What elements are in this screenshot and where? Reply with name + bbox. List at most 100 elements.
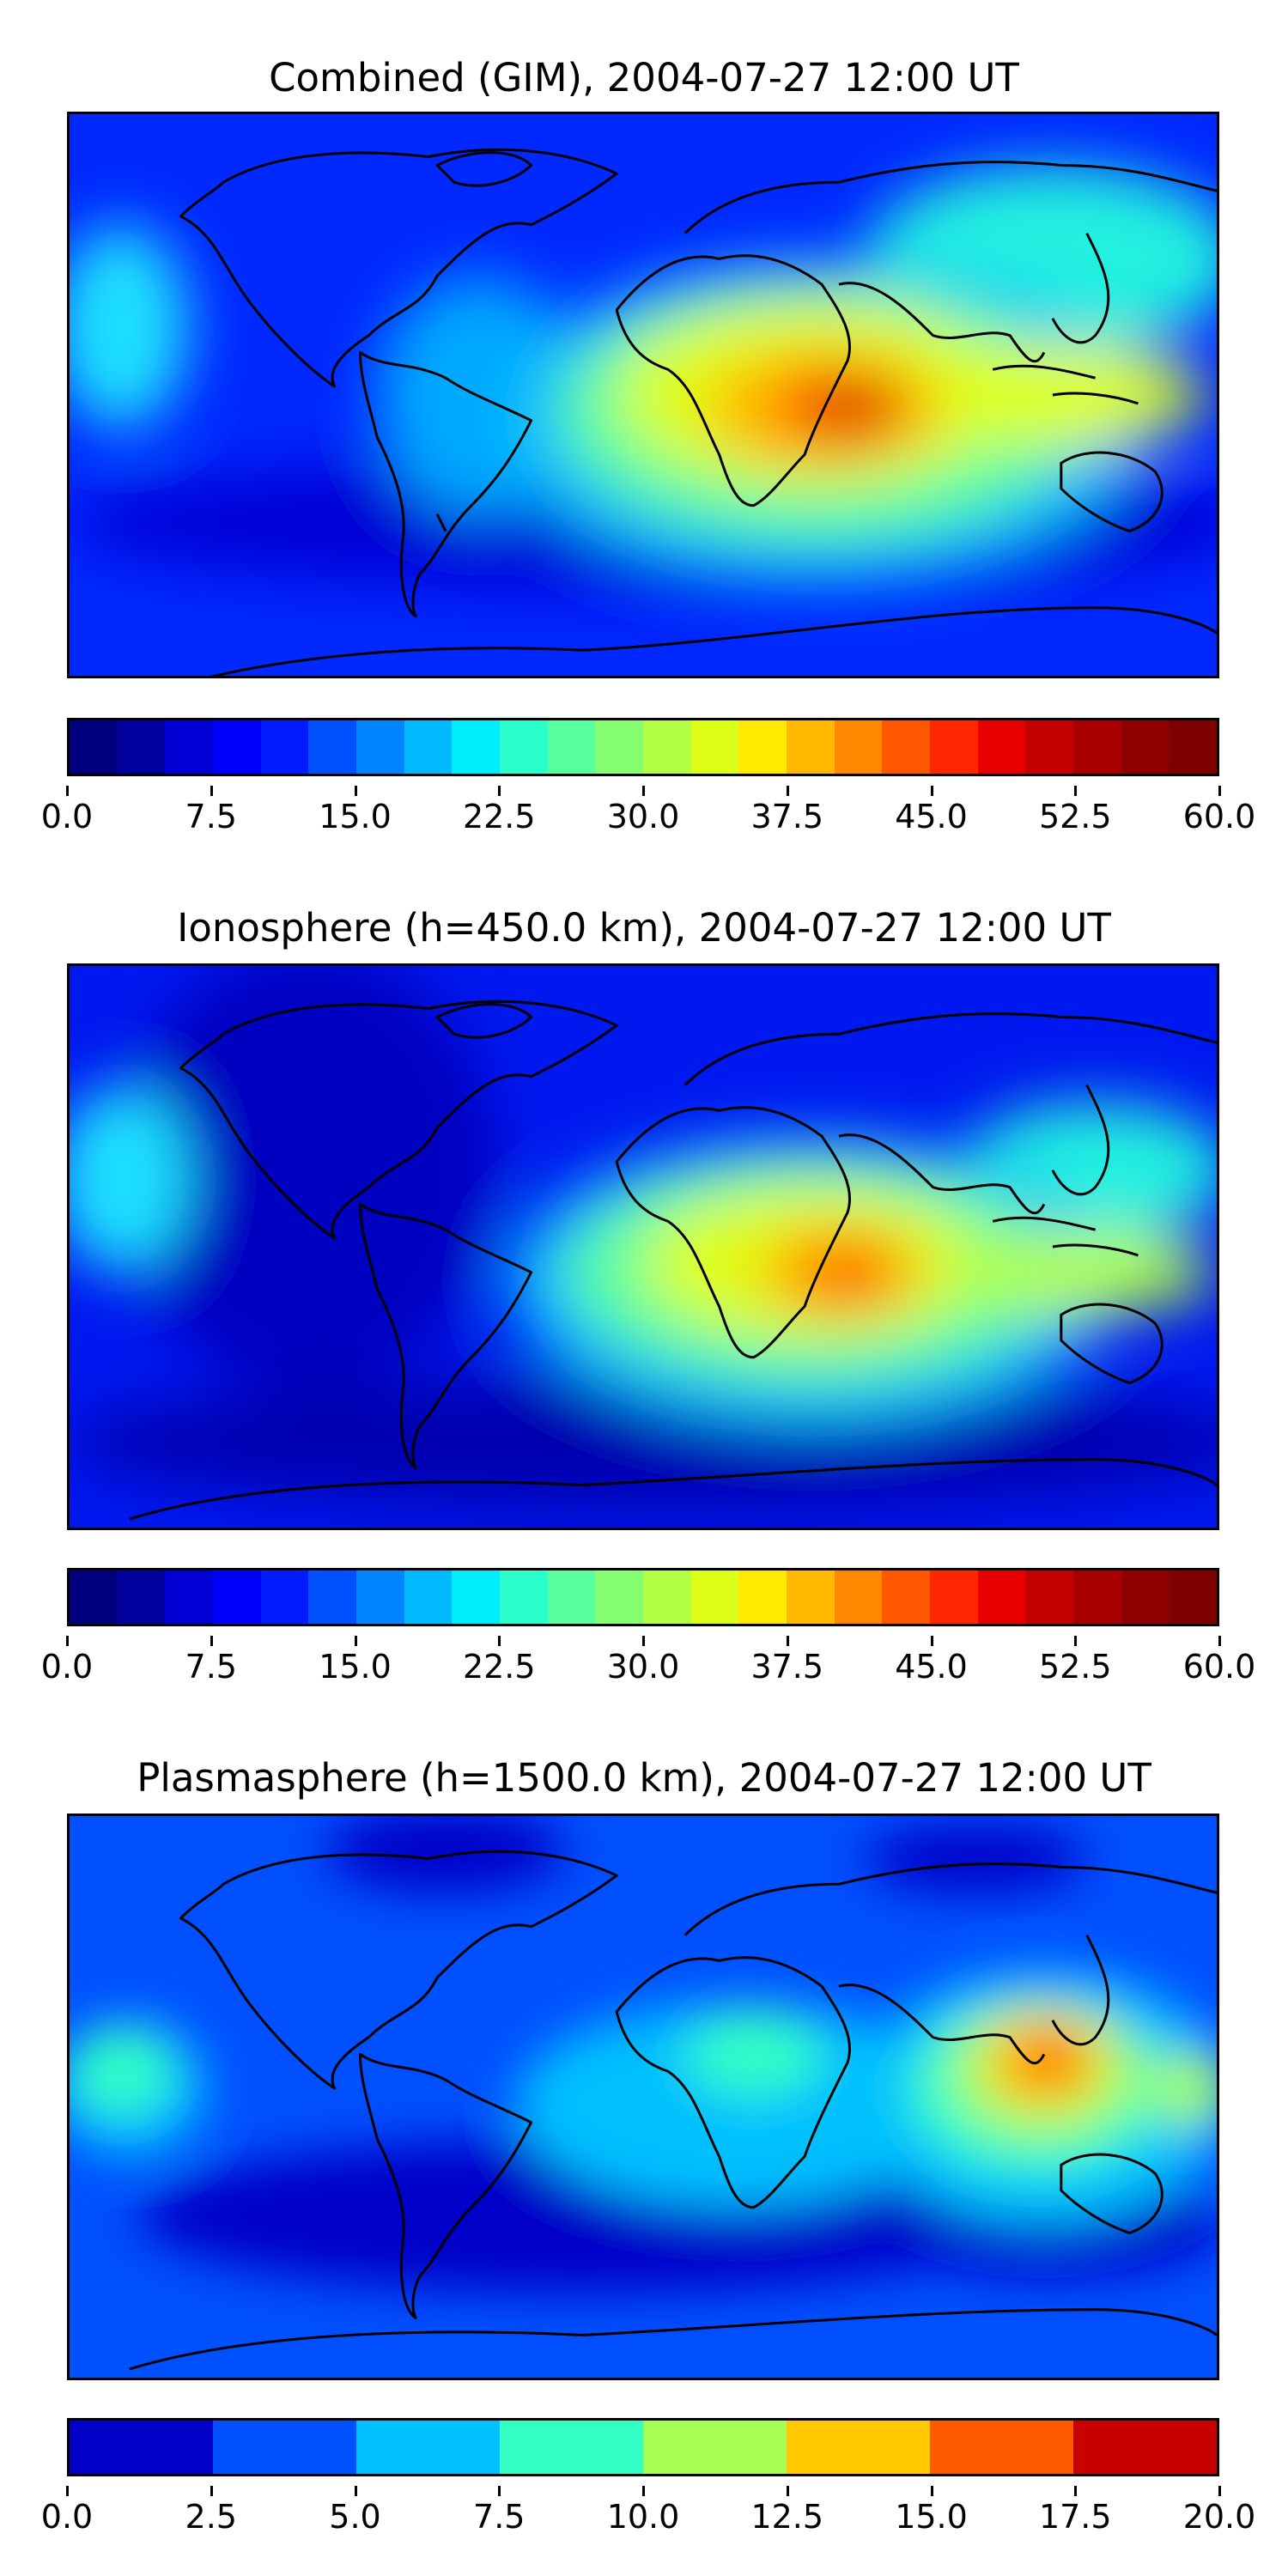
colorbar-segment (213, 1571, 261, 1624)
colorbar-segment (882, 1571, 931, 1624)
colorbar-segment (1169, 720, 1218, 774)
colorbar-segment (500, 2421, 643, 2474)
colorbar-tick-label: 52.5 (1015, 786, 1135, 836)
colorbar (67, 2418, 1219, 2476)
colorbar-tick-label: 22.5 (439, 1636, 559, 1686)
colorbar-segment (1025, 720, 1074, 774)
colorbar-tick-label: 30.0 (583, 786, 703, 836)
colorbar-segment (834, 720, 883, 774)
colorbar-segment (404, 1571, 453, 1624)
colorbar-segment (356, 720, 404, 774)
colorbar-tick-label: 22.5 (439, 786, 559, 836)
colorbar-tick-label: 12.5 (727, 2486, 848, 2537)
colorbar-segment (977, 720, 1026, 774)
colorbar-segment (1073, 720, 1121, 774)
colorbar-tick-label: 45.0 (872, 1636, 992, 1686)
colorbar-segment (643, 1571, 691, 1624)
colorbar-segment (356, 2421, 500, 2474)
colorbar-segment (452, 1571, 501, 1624)
coastlines (129, 1850, 1217, 2371)
colorbar-segment (1073, 1571, 1121, 1624)
colorbar-tick-label: 60.0 (1159, 786, 1279, 836)
colorbar-segment (787, 1571, 835, 1624)
colorbar-segment (930, 2421, 1073, 2474)
coastlines (179, 148, 1217, 676)
colorbar-segment (213, 2421, 356, 2474)
colorbar-segment (738, 720, 787, 774)
colorbar-segment (547, 720, 596, 774)
colorbar-tick-label: 15.0 (295, 786, 416, 836)
colorbar-segment (308, 720, 357, 774)
colorbar-segment (1121, 720, 1170, 774)
colorbar-segment (595, 720, 644, 774)
colorbar-segment (1073, 2421, 1217, 2474)
tec-map-graphic (70, 114, 1217, 676)
colorbar-ticks: 0.0 7.5 15.0 22.5 30.0 37.5 45.0 52.5 60.0 (41, 786, 1255, 848)
colorbar-tick-label: 0.0 (7, 786, 127, 836)
colorbar-segment (500, 720, 548, 774)
colorbar-segment (977, 1571, 1026, 1624)
tec-map-graphic (70, 966, 1217, 1528)
colorbar-segment (547, 1571, 596, 1624)
colorbar-tick-label: 0.0 (7, 2486, 127, 2537)
tec-map (67, 1814, 1219, 2380)
colorbar-ticks: 0.0 7.5 15.0 22.5 30.0 37.5 45.0 52.5 60.0 (41, 1636, 1255, 1698)
colorbar-segment (643, 2421, 787, 2474)
colorbar-segment (260, 1571, 309, 1624)
colorbar-segment (165, 720, 214, 774)
colorbar-tick-label: 37.5 (727, 1636, 848, 1686)
colorbar (67, 718, 1219, 776)
colorbar-tick-label: 30.0 (583, 1636, 703, 1686)
colorbar-segment (690, 1571, 739, 1624)
colorbar-segment (117, 720, 166, 774)
colorbar-segment (452, 720, 501, 774)
colorbar-segment (260, 720, 309, 774)
tec-map (67, 963, 1219, 1530)
colorbar-segment (738, 1571, 787, 1624)
colorbar-segment (356, 1571, 404, 1624)
colorbar-segment (930, 720, 978, 774)
colorbar-segment (117, 1571, 166, 1624)
colorbar-tick-label: 7.5 (151, 786, 271, 836)
colorbar-tick-label: 7.5 (151, 1636, 271, 1686)
colorbar-ticks: 0.0 2.5 5.0 7.5 10.0 12.5 15.0 17.5 20.0 (41, 2486, 1255, 2549)
colorbar-segment (643, 720, 691, 774)
colorbar-segment (1169, 1571, 1218, 1624)
colorbar-segment (165, 1571, 214, 1624)
colorbar-segment (500, 1571, 548, 1624)
colorbar-tick-label: 15.0 (295, 1636, 416, 1686)
colorbar-segment (404, 720, 453, 774)
colorbar-tick-label: 2.5 (151, 2486, 271, 2537)
colorbar-tick-label: 37.5 (727, 786, 848, 836)
colorbar-tick-label: 45.0 (872, 786, 992, 836)
colorbar-segment (595, 1571, 644, 1624)
colorbar-tick-label: 5.0 (295, 2486, 416, 2537)
colorbar (67, 1568, 1219, 1626)
colorbar-segment (690, 720, 739, 774)
colorbar-segment (213, 720, 261, 774)
colorbar-segment (787, 2421, 930, 2474)
panel-title: Ionosphere (h=450.0 km), 2004-07-27 12:0… (177, 905, 1111, 951)
colorbar-tick-label: 52.5 (1015, 1636, 1135, 1686)
colorbar-segment (930, 1571, 978, 1624)
panel-title: Combined (GIM), 2004-07-27 12:00 UT (269, 55, 1019, 100)
colorbar-segment (70, 720, 118, 774)
colorbar-tick-label: 7.5 (439, 2486, 559, 2537)
tec-map (67, 112, 1219, 678)
colorbar-segment (882, 720, 931, 774)
colorbar-segment (787, 720, 835, 774)
colorbar-tick-label: 0.0 (7, 1636, 127, 1686)
colorbar-segment (308, 1571, 357, 1624)
colorbar-tick-label: 10.0 (583, 2486, 703, 2537)
tec-map-graphic (70, 1816, 1217, 2378)
colorbar-tick-label: 60.0 (1159, 1636, 1279, 1686)
coastlines (129, 999, 1217, 1521)
colorbar-tick-label: 15.0 (872, 2486, 992, 2537)
colorbar-tick-label: 20.0 (1159, 2486, 1279, 2537)
colorbar-segment (834, 1571, 883, 1624)
colorbar-segment (1025, 1571, 1074, 1624)
colorbar-segment (1121, 1571, 1170, 1624)
panel-title: Plasmasphere (h=1500.0 km), 2004-07-27 1… (137, 1755, 1151, 1801)
colorbar-tick-label: 17.5 (1015, 2486, 1135, 2537)
colorbar-segment (70, 2421, 213, 2474)
